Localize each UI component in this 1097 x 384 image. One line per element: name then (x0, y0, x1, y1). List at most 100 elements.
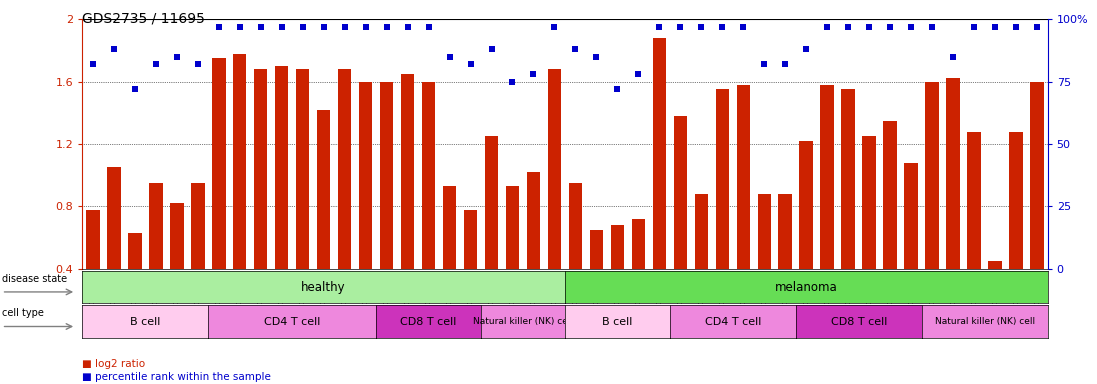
Point (483, 46, 500, 52)
Bar (968, 132, 981, 331)
Bar (758, 194, 771, 331)
Point (777, 61, 794, 67)
Point (965, 24, 983, 30)
Bar (275, 66, 289, 331)
Point (420, 24, 438, 30)
Bar (170, 203, 183, 331)
Text: ■ log2 ratio: ■ log2 ratio (82, 359, 146, 369)
Point (315, 24, 332, 30)
Point (945, 53, 962, 60)
Point (630, 71, 647, 77)
Bar (400, 74, 415, 331)
Bar (149, 183, 162, 331)
Point (860, 24, 878, 30)
Point (189, 61, 206, 67)
Bar (1009, 132, 1024, 331)
Text: disease state: disease state (1, 274, 67, 284)
Text: healthy: healthy (302, 281, 346, 293)
Bar (589, 230, 603, 331)
Point (839, 24, 857, 30)
Bar (988, 261, 1002, 331)
Point (671, 24, 689, 30)
Text: CD4 T cell: CD4 T cell (264, 316, 320, 327)
Point (336, 24, 353, 30)
Point (735, 24, 753, 30)
Bar (694, 194, 709, 331)
Bar (715, 89, 730, 331)
Bar (359, 82, 372, 331)
Bar (464, 210, 477, 331)
Point (882, 24, 900, 30)
Bar (380, 82, 394, 331)
Point (399, 24, 417, 30)
Point (524, 71, 542, 77)
Point (903, 24, 920, 30)
Point (756, 61, 773, 67)
Bar (947, 78, 960, 331)
Point (252, 24, 270, 30)
Point (588, 53, 606, 60)
Point (294, 24, 312, 30)
Bar (926, 82, 939, 331)
Point (230, 24, 248, 30)
Bar (568, 183, 583, 331)
Point (692, 24, 710, 30)
Text: CD8 T cell: CD8 T cell (830, 316, 887, 327)
Bar (1030, 82, 1044, 331)
Point (713, 24, 731, 30)
Bar (421, 82, 436, 331)
Bar (506, 186, 519, 331)
Point (273, 24, 291, 30)
Point (798, 46, 815, 52)
Bar (527, 172, 541, 331)
Point (924, 24, 941, 30)
Bar (862, 136, 877, 331)
Text: melanoma: melanoma (774, 281, 838, 293)
Text: ■ percentile rank within the sample: ■ percentile rank within the sample (82, 372, 271, 382)
Point (651, 24, 668, 30)
Point (210, 24, 227, 30)
Point (84, 61, 102, 67)
Bar (128, 233, 142, 331)
Point (545, 24, 563, 30)
Point (818, 24, 836, 30)
Bar (191, 183, 204, 331)
Bar (317, 110, 330, 331)
Text: cell type: cell type (1, 308, 44, 318)
Bar (485, 136, 498, 331)
Bar (821, 85, 834, 331)
Text: Natural killer (NK) cell: Natural killer (NK) cell (473, 317, 573, 326)
Text: B cell: B cell (131, 316, 160, 327)
Point (377, 24, 395, 30)
Point (357, 24, 374, 30)
Point (126, 86, 144, 92)
Text: B cell: B cell (602, 316, 633, 327)
Bar (296, 69, 309, 331)
Point (105, 46, 123, 52)
Bar (106, 167, 121, 331)
Bar (779, 194, 792, 331)
Text: CD8 T cell: CD8 T cell (400, 316, 456, 327)
Point (168, 53, 185, 60)
Point (504, 79, 521, 85)
Bar (736, 85, 750, 331)
Bar (547, 69, 562, 331)
Text: GDS2735 / 11695: GDS2735 / 11695 (82, 12, 205, 25)
Bar (883, 121, 897, 331)
Bar (841, 89, 855, 331)
Point (609, 86, 626, 92)
Point (1007, 24, 1025, 30)
Bar (86, 210, 100, 331)
Bar (674, 116, 687, 331)
Point (986, 24, 1004, 30)
Point (1028, 24, 1045, 30)
Text: Natural killer (NK) cell: Natural killer (NK) cell (935, 317, 1034, 326)
Bar (653, 38, 666, 331)
Bar (233, 53, 247, 331)
Bar (212, 58, 226, 331)
Point (147, 61, 165, 67)
Bar (632, 219, 645, 331)
Bar (800, 141, 813, 331)
Bar (611, 225, 624, 331)
Bar (338, 69, 351, 331)
